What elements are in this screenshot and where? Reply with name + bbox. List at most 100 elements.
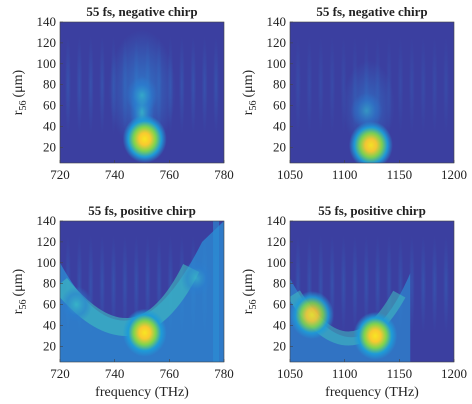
- striation: [363, 235, 370, 334]
- y-tick-label: 80: [273, 276, 286, 291]
- panel-title: 55 fs, positive chirp: [88, 203, 196, 218]
- y-tick-label: 40: [273, 118, 286, 133]
- y-axis-label: r56 (μm): [241, 69, 259, 115]
- heatmap-field: [60, 221, 224, 362]
- striation: [329, 36, 336, 135]
- x-tick-label: 1150: [387, 167, 413, 182]
- x-tick-label: 1050: [277, 366, 303, 381]
- y-tick-label: 140: [37, 213, 57, 228]
- hotspot: [126, 77, 158, 114]
- striation: [201, 36, 208, 135]
- y-tick-label: 60: [43, 297, 56, 312]
- y-axis-label-subscript: 56: [248, 101, 259, 111]
- striation: [110, 235, 117, 334]
- x-tick-label: 1150: [387, 366, 413, 381]
- y-tick-label: 80: [273, 77, 286, 92]
- x-tick-label: 1200: [441, 167, 467, 182]
- striation: [431, 235, 438, 334]
- y-axis-label: r56 (μm): [11, 268, 29, 314]
- panel-title: 55 fs, negative chirp: [316, 4, 427, 19]
- hotspot: [353, 311, 398, 360]
- hotspot: [290, 291, 334, 339]
- y-axis-label-symbol: r: [11, 309, 26, 314]
- striation: [374, 235, 381, 334]
- striation: [340, 235, 347, 334]
- x-tick-label: 1200: [441, 366, 467, 381]
- hotspot: [350, 92, 383, 129]
- y-axis-label-unit: (μm): [11, 268, 26, 296]
- heatmap-field: [290, 235, 449, 362]
- y-axis-label: r56 (μm): [241, 268, 259, 314]
- hotspot: [180, 260, 213, 297]
- heatmap-panel-1: 55 fs, negative chirp 720 740 760 780 20 40 60 8…: [11, 4, 234, 182]
- x-tick-label: 1100: [332, 167, 358, 182]
- y-tick-label: 120: [37, 35, 57, 50]
- x-axis-label: frequency (THz): [325, 385, 419, 400]
- hotspot: [122, 308, 167, 357]
- x-axis-label: frequency (THz): [95, 385, 189, 400]
- hotspot: [122, 114, 167, 163]
- striation: [190, 36, 197, 135]
- y-tick-label: 20: [273, 139, 286, 154]
- y-tick-label: 40: [43, 317, 56, 332]
- striation: [121, 235, 128, 334]
- y-tick-label: 100: [37, 56, 57, 71]
- y-axis-label-symbol: r: [241, 309, 256, 314]
- striation: [443, 36, 449, 135]
- striation: [213, 36, 219, 135]
- y-tick-label: 100: [267, 56, 287, 71]
- x-tick-label: 720: [50, 167, 70, 182]
- striation: [351, 235, 358, 334]
- axes-frame: [289, 21, 455, 164]
- panel-title: 55 fs, negative chirp: [86, 4, 197, 19]
- striation: [443, 235, 449, 334]
- y-tick-label: 140: [267, 14, 287, 29]
- heatmap-panel-3: 55 fs, positive chirp 720 740 760 780 20 40 60 8…: [11, 203, 234, 400]
- x-tick-label: 780: [214, 167, 234, 182]
- y-tick-label: 120: [37, 234, 57, 249]
- striation: [420, 235, 427, 334]
- y-axis-label-unit: (μm): [11, 69, 26, 97]
- striation: [408, 36, 415, 135]
- y-tick-label: 20: [273, 338, 286, 353]
- x-tick-label: 720: [50, 366, 70, 381]
- striation: [99, 36, 106, 135]
- y-tick-label: 100: [37, 255, 57, 270]
- striation: [76, 36, 83, 135]
- striation: [408, 235, 415, 334]
- heatmap-panel-4: 55 fs, positive chirp 1050 1100 1150 1200 20 4…: [241, 203, 467, 400]
- edge-band: [213, 221, 220, 362]
- y-tick-label: 140: [267, 213, 287, 228]
- striation: [431, 36, 438, 135]
- striation: [420, 36, 427, 135]
- axes-frame: [289, 220, 455, 363]
- hotspot: [60, 286, 93, 323]
- y-tick-label: 40: [43, 118, 56, 133]
- y-tick-label: 140: [37, 14, 57, 29]
- y-tick-label: 60: [43, 98, 56, 113]
- striation: [65, 36, 71, 135]
- striation: [295, 36, 301, 135]
- y-axis-label-subscript: 56: [18, 101, 29, 111]
- y-axis-label-unit: (μm): [241, 69, 256, 97]
- axes-frame: [59, 220, 225, 363]
- y-tick-label: 100: [267, 255, 287, 270]
- y-tick-label: 20: [43, 139, 56, 154]
- x-tick-label: 740: [105, 366, 125, 381]
- y-tick-label: 80: [43, 276, 56, 291]
- heatmap-field: [295, 36, 449, 163]
- y-tick-label: 40: [273, 317, 286, 332]
- striation: [99, 235, 106, 334]
- y-axis-label: r56 (μm): [11, 69, 29, 115]
- striation: [317, 36, 324, 135]
- y-axis-label-subscript: 56: [248, 300, 259, 310]
- y-tick-label: 120: [267, 234, 287, 249]
- x-tick-label: 1100: [332, 366, 358, 381]
- striation: [397, 36, 404, 135]
- y-axis-label-unit: (μm): [241, 268, 256, 296]
- striation: [133, 235, 140, 334]
- x-tick-label: 740: [105, 167, 125, 182]
- panel-title: 55 fs, positive chirp: [318, 203, 426, 218]
- x-tick-label: 1050: [277, 167, 303, 182]
